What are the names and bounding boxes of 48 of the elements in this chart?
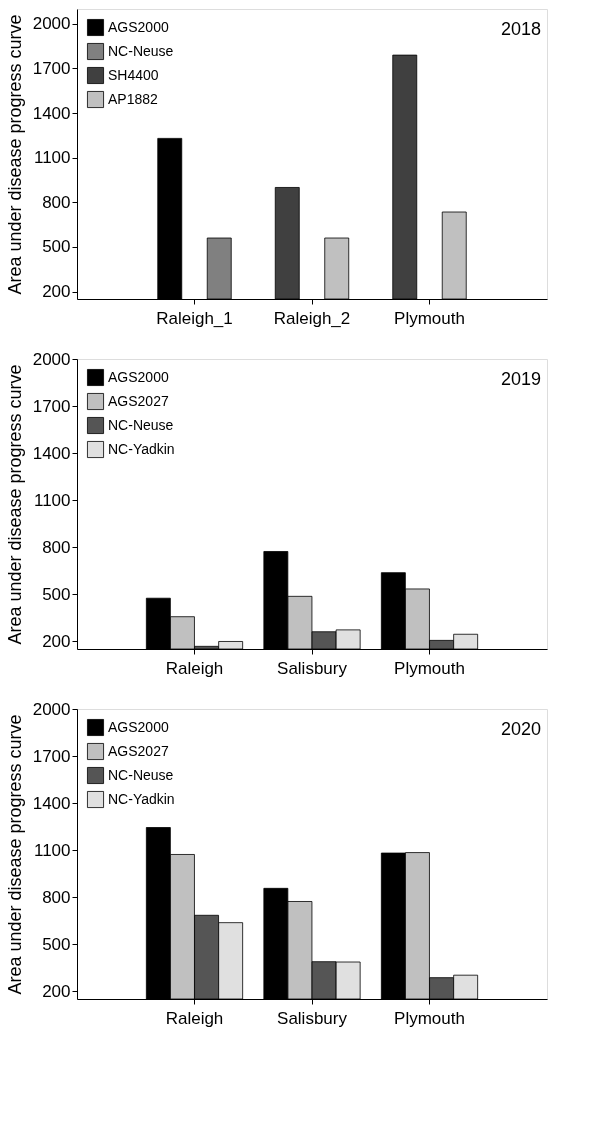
text: 2020 [500,719,541,739]
y-tick-label: 2000 [32,14,71,34]
y-axis-title: Area under disease progress curve [4,364,25,645]
legend-label: AP1882 [108,90,159,107]
x-tick-label: Salisbury [277,1008,348,1028]
y-tick-label: 200 [42,981,71,1001]
legend-label: NC-Neuse [108,766,174,783]
y-tick-label: 1700 [32,746,71,766]
legend-label: NC-Neuse [108,416,174,433]
y-tick-label: 1100 [33,840,71,860]
legend-label: NC-Neuse [108,42,174,59]
y-tick-label: 500 [42,584,71,604]
x-tick-label: Plymouth [394,1008,465,1028]
legend-label: AGS2000 [108,368,169,385]
x-tick-label: Plymouth [394,308,465,328]
x-tick-label: Plymouth [394,658,465,678]
x-tick-label: Raleigh_1 [156,308,233,328]
legend-label: NC-Yadkin [108,440,175,457]
legend-label: AGS2027 [108,392,169,409]
y-tick-label: 1400 [32,443,71,463]
text: 2019 [500,369,541,389]
y-tick-label: 1100 [33,148,71,168]
legend-label: AGS2000 [108,18,169,35]
x-tick-label: Raleigh_2 [273,308,351,328]
legend-label: AGS2027 [108,742,169,759]
legend-label: AGS2000 [108,718,169,735]
y-axis-title: Area under disease progress curve [4,714,25,995]
y-tick-label: 2000 [32,349,71,369]
y-tick-label: 2000 [32,699,71,719]
y-tick-label: 200 [42,631,71,651]
x-tick-label: Raleigh [165,658,224,678]
legend-label: NC-Yadkin [108,790,175,807]
legend-label: SH4400 [108,66,159,83]
y-tick-label: 1400 [32,103,71,123]
y-tick-label: 500 [42,237,71,257]
text: 2018 [500,19,541,39]
x-tick-label: Salisbury [277,658,348,678]
y-tick-label: 1700 [32,58,71,78]
x-tick-label: Raleigh [165,1008,224,1028]
y-tick-label: 800 [42,537,71,557]
y-tick-label: 1100 [33,490,71,510]
y-tick-label: 500 [42,934,71,954]
y-tick-label: 200 [42,282,71,302]
y-tick-label: 1400 [32,793,71,813]
y-tick-label: 800 [42,192,71,212]
y-tick-label: 800 [42,887,71,907]
y-tick-label: 1700 [32,396,71,416]
y-axis-title: Area under disease progress curve [4,14,25,295]
